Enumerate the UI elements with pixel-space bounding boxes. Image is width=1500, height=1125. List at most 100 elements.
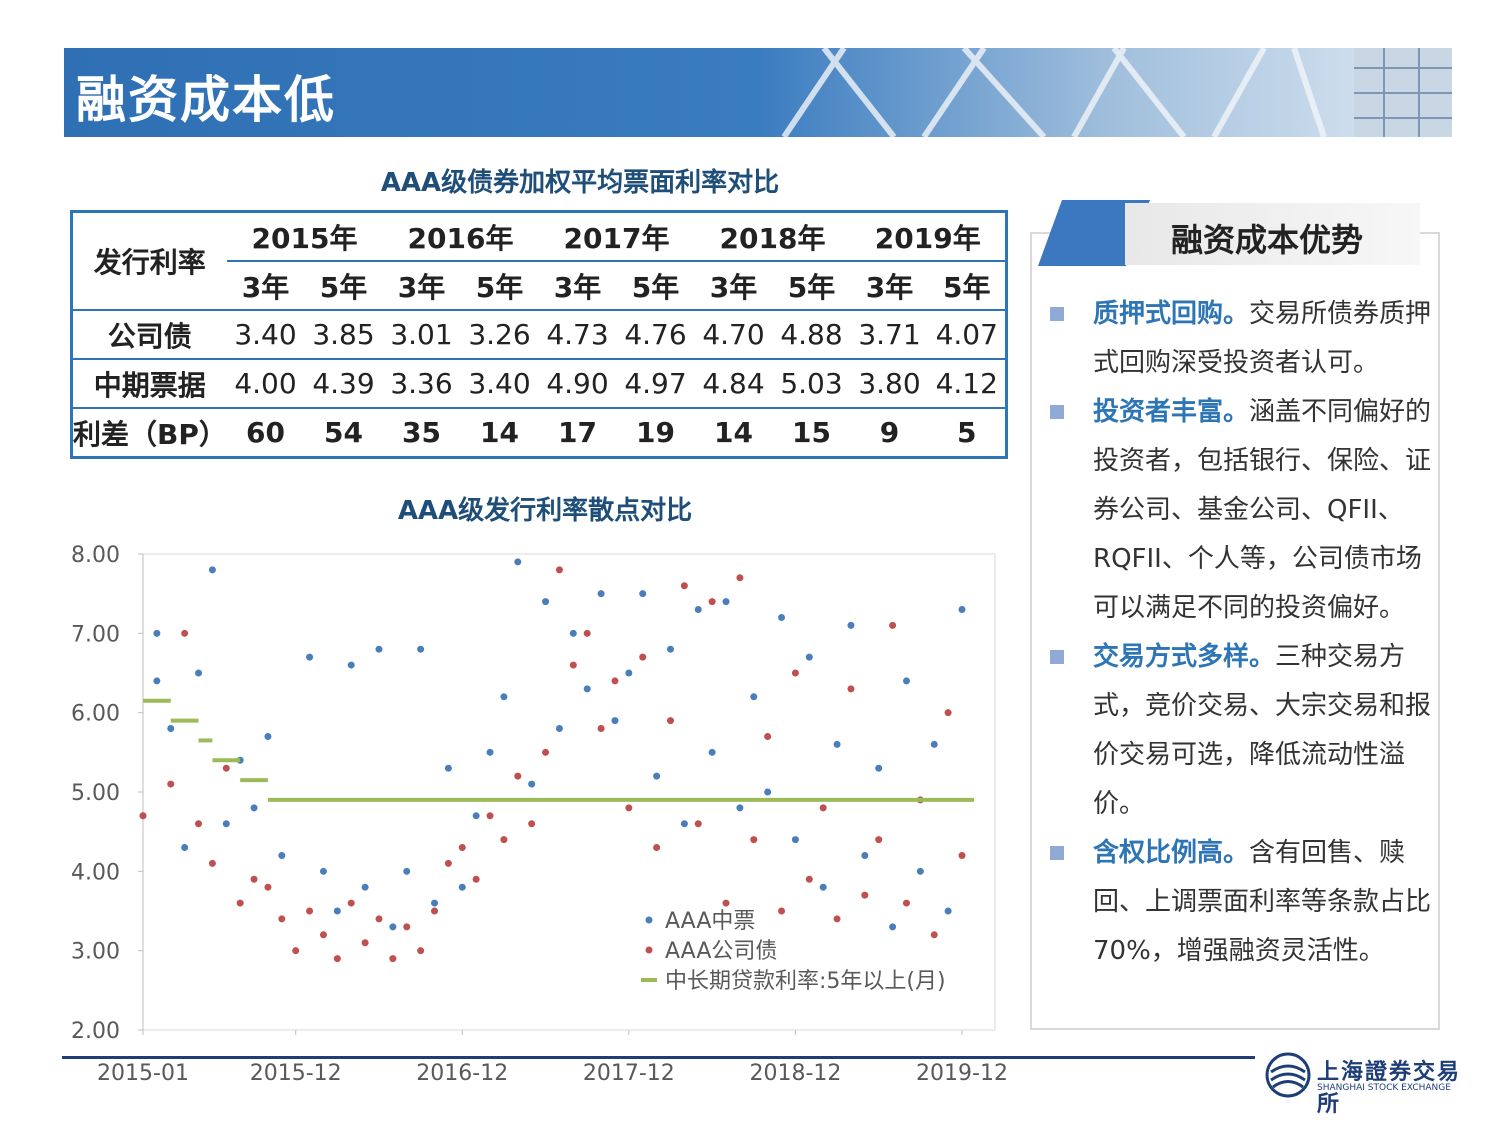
scatter-point — [486, 748, 494, 756]
scatter-point — [875, 836, 883, 844]
x-tick-label: 2015-12 — [250, 1061, 342, 1086]
cell: 3.36 — [382, 358, 461, 408]
scatter-point — [778, 907, 786, 915]
scatter-point — [805, 653, 813, 661]
term-cell: 3年 — [553, 270, 602, 304]
bullet: 含权比例高。含有回售、赎回、上调票面利率等条款占比70%，增强融资灵活性。 — [1050, 829, 1435, 976]
scatter-point — [944, 907, 952, 915]
scatter-point — [431, 899, 439, 907]
scatter-point — [472, 812, 480, 820]
scatter-point — [542, 748, 550, 756]
term-cell: 5年 — [319, 270, 368, 304]
scatter-point — [555, 725, 563, 733]
header-decoration — [781, 48, 1452, 137]
cell: 3.85 — [304, 309, 383, 359]
scatter-point — [611, 677, 619, 685]
scatter-point — [195, 669, 203, 677]
bullet-text: 三种交易方式，竞价交易、大宗交易和报价交易可选，降低流动性溢价。 — [1093, 642, 1432, 819]
year-cell: 2016年 — [382, 211, 539, 262]
scatter-point — [902, 899, 910, 907]
scatter-point — [542, 598, 550, 606]
y-tick-label: 7.00 — [71, 622, 120, 647]
cell: 5 — [928, 407, 1007, 458]
cell: 14 — [460, 407, 539, 458]
logo: 上海證券交易所 SHANGHAI STOCK EXCHANGE — [1265, 1050, 1465, 1117]
row-label: 公司债 — [71, 309, 227, 359]
term-cell: 5年 — [631, 270, 680, 304]
scatter-point — [639, 590, 647, 598]
bullet-marker — [1050, 405, 1064, 419]
cell: 4.00 — [226, 358, 305, 408]
cell: 4.97 — [616, 358, 695, 408]
scatter-point — [222, 764, 230, 772]
cell: 4.90 — [538, 358, 617, 408]
scatter-point — [514, 558, 522, 566]
footer-line — [62, 1056, 1255, 1059]
corner-cell: 发行利率 — [93, 246, 206, 279]
scatter-point — [569, 629, 577, 637]
scatter-point — [333, 907, 341, 915]
scatter-point — [750, 836, 758, 844]
cell: 60 — [226, 407, 305, 458]
scatter-point — [278, 851, 286, 859]
scatter-point — [222, 820, 230, 828]
x-tick-label: 2017-12 — [583, 1061, 675, 1086]
scatter-point — [486, 812, 494, 820]
scatter-point — [625, 669, 633, 677]
scatter-point — [680, 582, 688, 590]
cell: 4.39 — [304, 358, 383, 408]
data-row: 公司债 3.40 3.85 3.01 3.26 4.73 4.76 4.70 4.88 3.71 4… — [71, 309, 1007, 359]
y-tick-label: 2.00 — [71, 1019, 120, 1044]
cell: 35 — [382, 407, 461, 458]
data-row: 中期票据 4.00 4.39 3.36 3.40 4.90 4.97 4.84 5.03 3.80… — [71, 358, 1007, 408]
scatter-point — [472, 875, 480, 883]
scatter-point — [847, 621, 855, 629]
cell: 3.40 — [460, 358, 539, 408]
scatter-point — [861, 851, 869, 859]
scatter-point — [791, 836, 799, 844]
scatter-point — [444, 764, 452, 772]
scatter-point — [500, 693, 508, 701]
term-cell: 5年 — [943, 270, 991, 304]
bullet-head: 质押式回购。 — [1093, 299, 1250, 329]
bullet-head: 投资者丰富。 — [1093, 397, 1250, 427]
scatter-point — [597, 725, 605, 733]
y-tick-label: 8.00 — [71, 543, 120, 568]
scatter-point — [611, 717, 619, 725]
bullet-text: 涵盖不同偏好的投资者，包括银行、保险、证券公司、基金公司、QFII、RQFII、… — [1093, 397, 1432, 623]
scatter-point — [666, 645, 674, 653]
scatter-point — [597, 590, 605, 598]
legend-swatch — [645, 946, 653, 954]
scatter-point — [417, 947, 425, 955]
data-row: 利差（BP） 60 54 35 14 17 19 14 15 9 5 — [71, 407, 1007, 458]
table-title: AAA级债券加权平均票面利率对比 — [380, 168, 780, 198]
scatter-point — [819, 804, 827, 812]
term-cell: 3年 — [241, 270, 290, 304]
scatter-point — [930, 931, 938, 939]
bullet-marker — [1050, 846, 1064, 860]
year-cell: 2015年 — [226, 211, 383, 262]
row-label: 中期票据 — [71, 358, 227, 408]
scatter-point — [208, 566, 216, 574]
cell: 4.12 — [928, 358, 1007, 408]
scatter-point — [403, 867, 411, 875]
scatter-point — [528, 780, 536, 788]
logo-subtext: SHANGHAI STOCK EXCHANGE — [1317, 1083, 1451, 1093]
term-cell: 5年 — [475, 270, 524, 304]
scatter-point — [764, 788, 772, 796]
x-tick-label: 2016-12 — [416, 1061, 508, 1086]
scatter-point — [708, 748, 716, 756]
scatter-point — [361, 939, 369, 947]
scatter-point — [778, 613, 786, 621]
cell: 3.01 — [382, 309, 461, 359]
panel-tab: 融资成本优势 — [1125, 203, 1420, 265]
scatter-point — [250, 875, 258, 883]
scatter-point — [417, 645, 425, 653]
y-tick-label: 5.00 — [71, 781, 120, 806]
scatter-point — [319, 867, 327, 875]
cell: 3.80 — [850, 358, 929, 408]
scatter-point — [639, 653, 647, 661]
bullet: 质押式回购。交易所债券质押式回购深受投资者认可。 — [1050, 290, 1435, 388]
scatter-point — [930, 740, 938, 748]
